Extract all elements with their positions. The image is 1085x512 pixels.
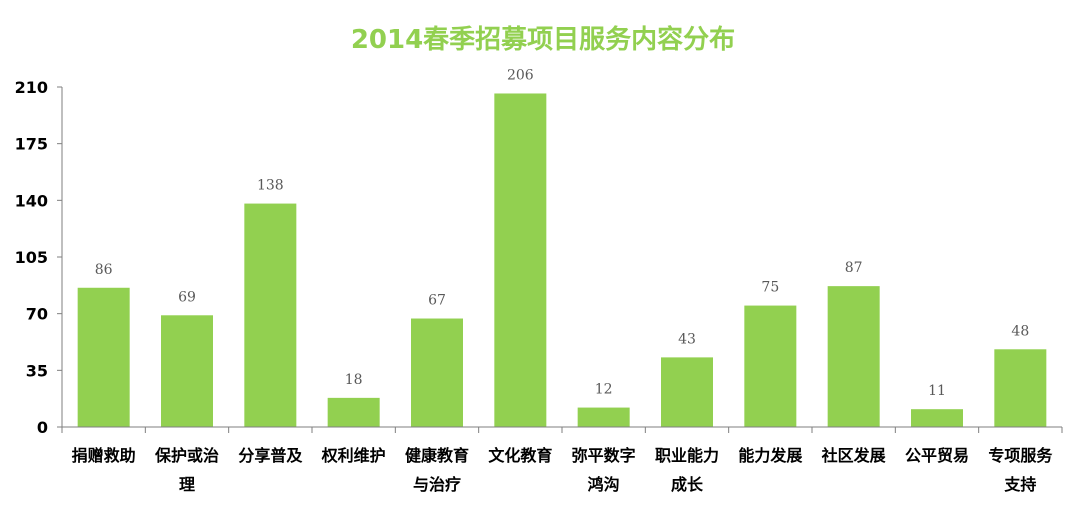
bar-6	[494, 93, 547, 427]
y-tick-label: 175	[15, 135, 48, 154]
bar-9	[744, 305, 797, 427]
data-label: 86	[95, 262, 113, 278]
data-label: 43	[678, 331, 696, 347]
y-tick-label: 105	[15, 248, 48, 267]
chart-title: 2014春季招募项目服务内容分布	[351, 24, 735, 55]
y-tick-label: 210	[15, 78, 48, 97]
data-label: 75	[761, 280, 779, 296]
data-label: 69	[178, 289, 196, 305]
data-label: 48	[1011, 323, 1029, 339]
x-tick-label: 健康教育与治疗	[405, 446, 469, 494]
y-axis: 0 35 70 105 140 175 210	[15, 78, 63, 437]
x-tick-label: 专项服务支持	[988, 446, 1053, 494]
x-tick-label: 弥平数字鸿沟	[572, 446, 636, 494]
bar-3	[244, 203, 297, 427]
x-tick-label: 社区发展	[821, 446, 887, 465]
bars	[77, 93, 1047, 427]
data-label: 87	[845, 260, 863, 276]
x-tick-label: 权利维护	[321, 446, 386, 465]
bar-7	[577, 407, 630, 427]
x-tick-label: 能力发展	[738, 446, 803, 465]
bar-2	[161, 315, 213, 427]
x-tick-label: 职业能力成长	[655, 446, 719, 494]
bar-8	[661, 357, 713, 427]
y-tick-label: 70	[26, 305, 48, 324]
bar-5	[411, 318, 463, 427]
data-label: 12	[595, 382, 613, 398]
bar-11	[911, 409, 963, 427]
data-label: 11	[928, 383, 946, 399]
x-tick-label: 公平贸易	[905, 446, 969, 465]
data-label: 67	[428, 293, 446, 309]
bar-4	[327, 397, 380, 427]
data-label: 138	[257, 178, 284, 194]
bar-1	[77, 287, 130, 427]
x-tick-label: 捐赠救助	[72, 446, 136, 465]
x-tick-label: 保护或治理	[154, 446, 219, 494]
x-tick-label: 分享普及	[238, 446, 303, 465]
y-tick-label: 0	[37, 418, 48, 437]
data-label: 206	[507, 67, 534, 83]
bar-10	[827, 286, 880, 427]
y-tick-label: 140	[15, 191, 48, 210]
data-labels: 86 69 138 18 67 206 12 43 75 87 11 48	[95, 67, 1029, 399]
data-label: 18	[345, 372, 363, 388]
bar-12	[994, 349, 1047, 427]
x-tick-label: 文化教育	[488, 446, 552, 465]
y-tick-label: 35	[26, 361, 48, 380]
